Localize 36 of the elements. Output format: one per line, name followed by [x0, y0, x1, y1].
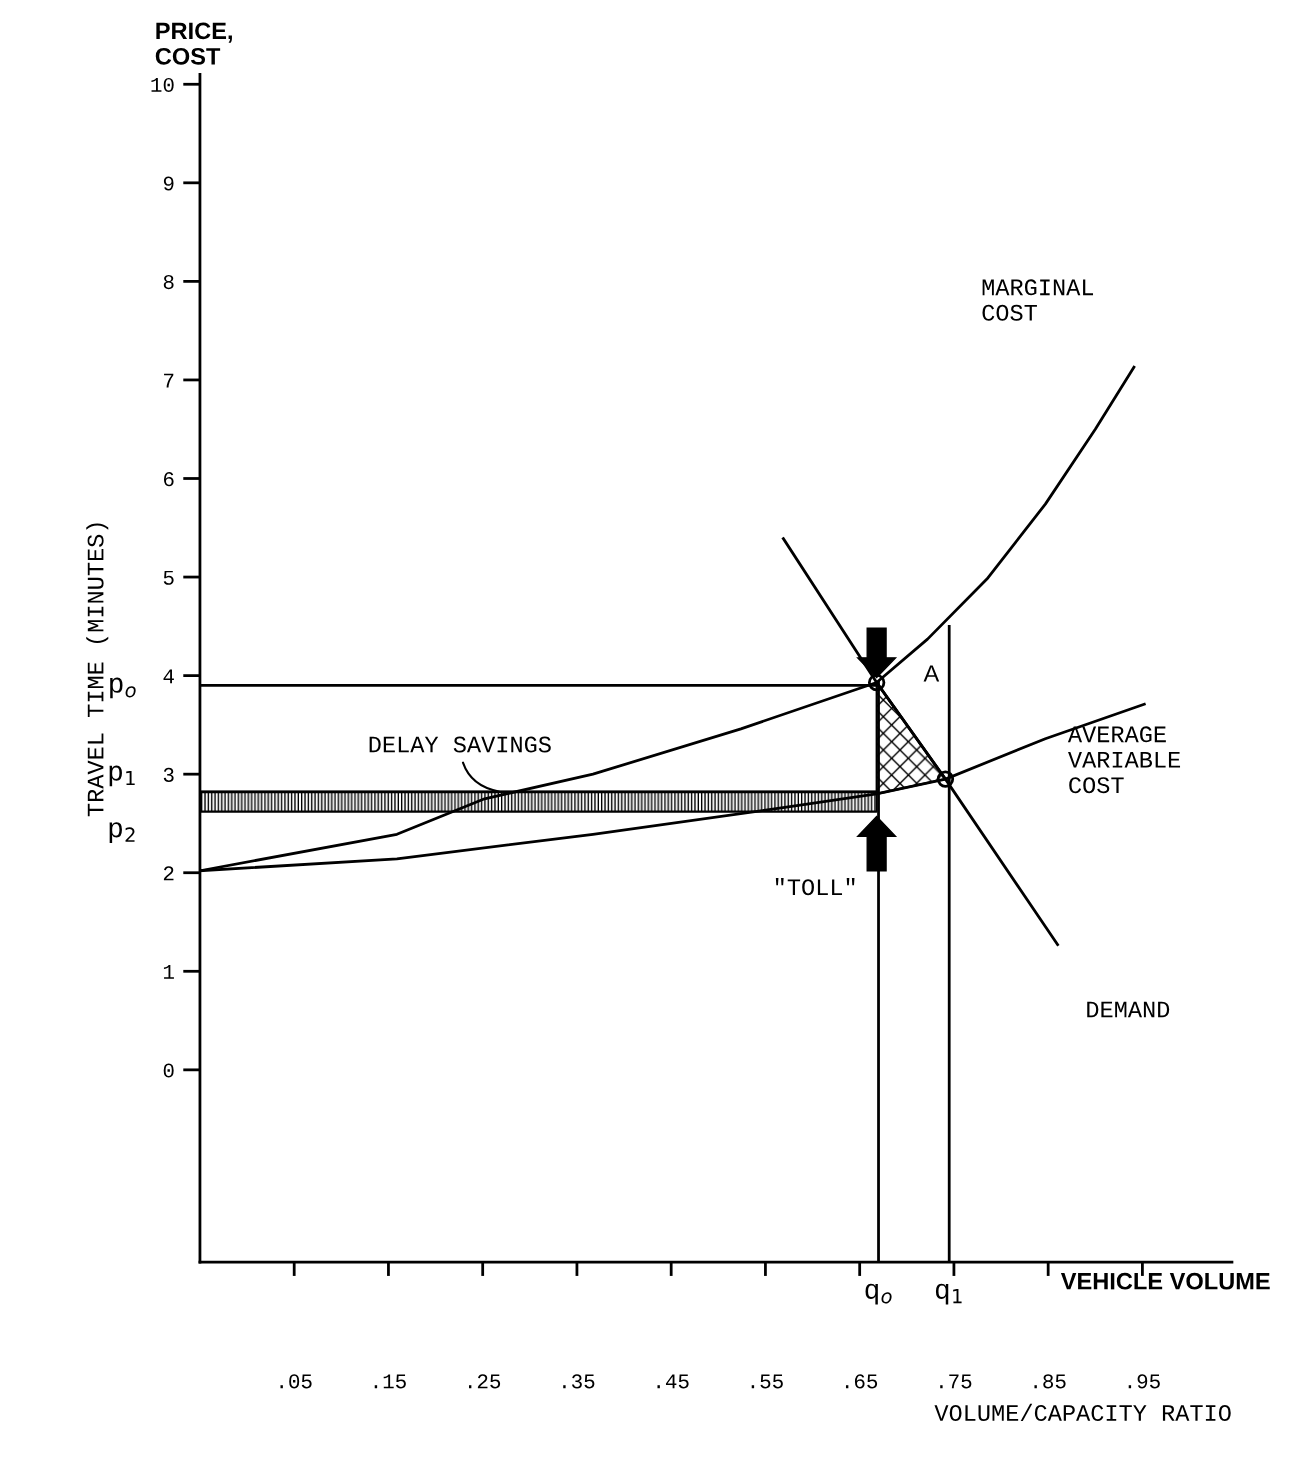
x-tick-label: .65: [845, 1374, 878, 1389]
text: PRICE, COST: [155, 22, 232, 65]
x-tick-label: .15: [374, 1374, 406, 1389]
x-tick-label: .45: [657, 1374, 689, 1389]
annotation: p$_{2}$: [109, 822, 135, 843]
y-tick-label: 6: [163, 472, 174, 487]
x-tick-label: .75: [940, 1374, 972, 1389]
x-tick-label: .55: [751, 1374, 783, 1389]
y-tick-label: 2: [163, 866, 174, 881]
y-tick-label: 9: [163, 176, 174, 191]
y-tick-label: 7: [164, 373, 174, 388]
x-tick-label: .35: [563, 1374, 595, 1389]
x-tick-label: .25: [468, 1374, 501, 1389]
annotation: A: [923, 665, 940, 682]
y-tick-label: 10: [151, 77, 174, 93]
annotation: "TOLL": [775, 877, 855, 896]
annotation: q$_{o}$: [865, 1283, 892, 1305]
y-tick-label: 4: [163, 669, 174, 684]
y-tick-label: 3: [163, 767, 174, 782]
y-tick-label: 8: [163, 274, 174, 290]
y-tick-label: 0: [163, 1063, 174, 1078]
x-axis-title: VOLUME/CAPACITY RATIO: [934, 1403, 1231, 1422]
annotation: q$_{1}$: [935, 1283, 962, 1305]
series-label: AVERAGE VARIABLE COST: [1067, 726, 1181, 794]
x-tick-label: .85: [1034, 1374, 1066, 1389]
annotation: p$_{o}$: [110, 677, 136, 699]
y-tick-label: 1: [163, 965, 174, 979]
annotation: DELAY SAVINGS: [369, 736, 551, 753]
text: MARGINAL COST: [982, 279, 1094, 321]
y-tick-label: 5: [163, 570, 174, 585]
text: DEMAND: [1087, 1001, 1170, 1018]
y-axis-title: TRAVEL TIME (MINUTES): [86, 523, 109, 817]
annotation: p$_{1}$: [109, 765, 135, 787]
x-tick-label: .95: [1128, 1374, 1160, 1389]
x-tick-label: .05: [280, 1374, 312, 1389]
text: VEHICLE VOLUME: [1060, 1272, 1270, 1290]
